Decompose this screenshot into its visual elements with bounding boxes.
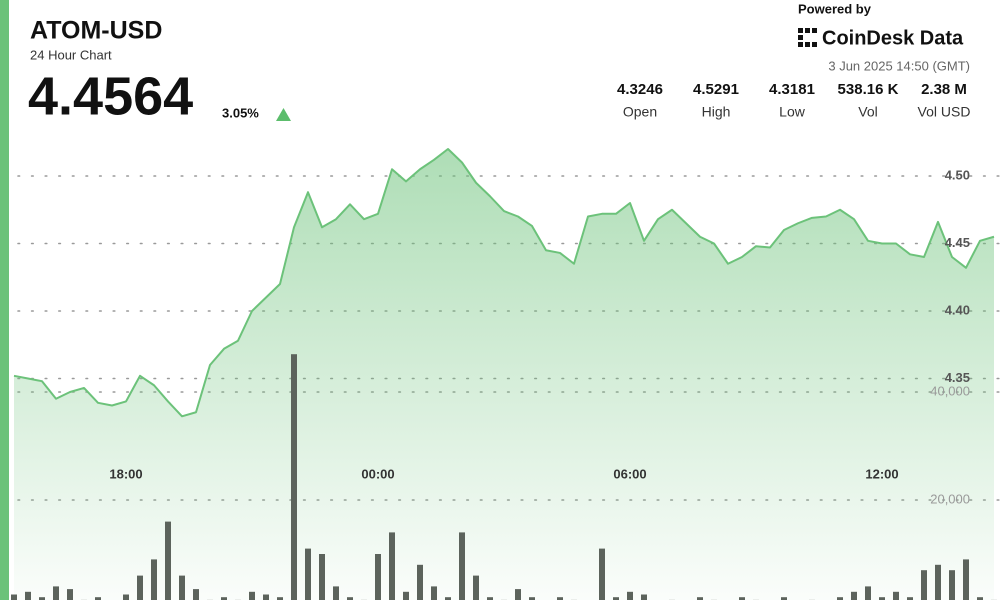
volume-bar xyxy=(11,594,17,600)
y-tick-label: 4.40 xyxy=(945,302,970,317)
volume-bar xyxy=(697,597,703,600)
stat-value: 538.16 K xyxy=(838,81,899,98)
volume-bar xyxy=(431,586,437,600)
volume-bar xyxy=(921,570,927,600)
volume-bar xyxy=(221,597,227,600)
volume-bar xyxy=(557,597,563,600)
volume-bar xyxy=(879,597,885,600)
price-area xyxy=(14,149,994,600)
volume-bar xyxy=(375,554,381,600)
volume-bar xyxy=(963,559,969,600)
volume-bar xyxy=(935,564,941,600)
volume-bar xyxy=(305,548,311,600)
x-tick-label: 06:00 xyxy=(613,466,646,481)
up-arrow xyxy=(276,108,291,121)
volume-bar xyxy=(445,597,451,600)
stat-value: 4.3181 xyxy=(769,81,815,98)
volume-bar xyxy=(641,594,647,600)
y-tick-label: 4.45 xyxy=(945,235,970,250)
change: 3.05% xyxy=(222,105,259,120)
volume-bar xyxy=(907,597,913,600)
volume-bar xyxy=(403,591,409,600)
volume-bar xyxy=(977,597,983,600)
symbol: ATOM-USD xyxy=(30,17,162,45)
price-line xyxy=(13,148,995,418)
volume-bar xyxy=(95,597,101,600)
volume-bar xyxy=(193,589,199,600)
stats: 4.3246 Open 4.5291 High 4.3181 Low 538.16 K Vol… xyxy=(617,81,970,120)
volume-bar xyxy=(67,589,73,600)
volume-bar xyxy=(893,591,899,600)
x-tick-label: 18:00 xyxy=(109,466,142,481)
volume-bar xyxy=(319,554,325,600)
timestamp: 3 Jun 2025 14:50 (GMT) xyxy=(828,58,970,73)
volume-bar xyxy=(249,591,255,600)
volume-bar xyxy=(865,586,871,600)
volume-bar xyxy=(151,559,157,600)
stat-label: High xyxy=(702,104,731,120)
stat-label: Vol USD xyxy=(918,104,971,120)
y2-tick-label: 20,000 xyxy=(930,491,970,506)
volume-bar xyxy=(179,575,185,600)
stat-value: 4.3246 xyxy=(617,81,663,98)
volume-bar xyxy=(137,575,143,600)
brand-logo xyxy=(798,28,817,47)
volume-bar xyxy=(459,532,465,600)
x-tick-label: 00:00 xyxy=(361,466,394,481)
stat-value: 2.38 M xyxy=(921,81,967,98)
powered-by: Powered by xyxy=(798,1,872,16)
volume-bar xyxy=(277,597,283,600)
volume-bar xyxy=(291,354,297,600)
volume-bar xyxy=(263,594,269,600)
volume-bar xyxy=(487,597,493,600)
volume-bar xyxy=(165,521,171,600)
volume-bar xyxy=(417,564,423,600)
volume-bar xyxy=(739,597,745,600)
volume-bar xyxy=(627,591,633,600)
volume-bar xyxy=(123,594,129,600)
volume-bar xyxy=(851,591,857,600)
volume-bar xyxy=(333,586,339,600)
volume-bar xyxy=(781,597,787,600)
stat-value: 4.5291 xyxy=(693,81,739,98)
y2-tick-label: 40,000 xyxy=(930,383,970,398)
stat-label: Low xyxy=(779,104,806,120)
volume-bar xyxy=(949,570,955,600)
stat-label: Vol xyxy=(858,104,877,120)
stat-label: Open xyxy=(623,104,657,120)
brand: CoinDesk Data xyxy=(822,27,964,49)
volume-bar xyxy=(473,575,479,600)
volume-bar xyxy=(599,548,605,600)
price: 4.4564 xyxy=(28,66,193,126)
volume-bar xyxy=(389,532,395,600)
volume-bar xyxy=(347,597,353,600)
volume-bar xyxy=(529,597,535,600)
y-tick-label: 4.50 xyxy=(945,167,970,182)
volume-bar xyxy=(613,597,619,600)
accent-bar xyxy=(0,0,9,600)
volume-bar xyxy=(515,589,521,600)
volume-bar xyxy=(25,591,31,600)
volume-bar xyxy=(837,597,843,600)
volume-bar xyxy=(39,597,45,600)
x-tick-label: 12:00 xyxy=(865,466,898,481)
y-tick-label: 4.35 xyxy=(945,370,970,385)
plot: 4.35 4.40 4.45 4.50 20,000 40,000 18:00 00:00 06… xyxy=(11,148,1000,600)
subtitle: 24 Hour Chart xyxy=(30,47,112,62)
volume-bar xyxy=(53,586,59,600)
